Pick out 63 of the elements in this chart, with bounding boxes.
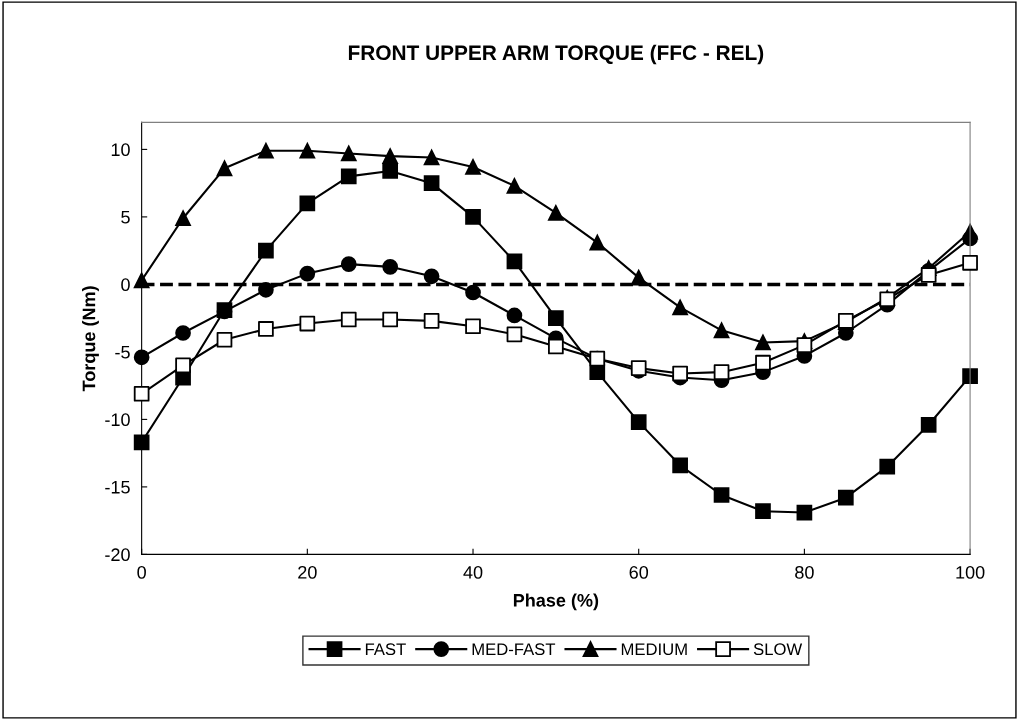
point [548,310,564,326]
y-axis-title: Torque (Nm) [82,286,99,392]
y-tick-label: 5 [121,211,130,224]
chart-title: FRONT UPPER ARM TORQUE (FFC - REL) [348,44,764,65]
point [340,256,357,272]
legend-label: FAST [365,643,406,656]
point [837,489,854,506]
point [258,242,274,259]
point [299,195,316,212]
point [423,268,440,285]
point [175,325,191,341]
point [506,307,523,324]
point [672,457,688,474]
x-tick-label: 100 [956,565,985,579]
point [879,458,896,475]
legend-label: MEDIUM [621,643,687,656]
point [423,149,440,166]
point [672,299,688,316]
x-tick-label: 0 [137,565,146,579]
point [506,178,523,194]
x-axis-title: Phase (%) [513,593,599,611]
point [382,163,399,179]
x-tick-label: 40 [463,565,483,579]
point [382,259,399,275]
point [506,253,523,270]
point [133,349,150,366]
point [423,175,440,191]
point [755,334,771,351]
point [465,159,481,175]
legend-label: MED-FAST [472,643,556,656]
y-tick-label: 10 [111,143,130,157]
x-tick-label: 80 [795,565,814,579]
point [382,148,399,164]
point [796,504,813,521]
point [465,284,481,301]
y-tick-label: 0 [121,278,130,292]
point [713,487,730,503]
point [340,145,357,162]
point [299,142,316,159]
point [755,503,771,520]
point [630,414,647,430]
point [216,160,233,177]
x-tick-label: 20 [298,565,317,579]
x-tick-label: 60 [629,565,649,579]
point [175,210,191,227]
point [962,368,978,385]
legend-label: SLOW [753,643,803,656]
point [920,416,937,433]
point [258,281,274,298]
y-tick-label: -5 [115,346,130,359]
point [713,322,730,339]
y-tick-label: -10 [105,413,130,427]
point [258,142,274,159]
point [589,364,606,380]
point [465,209,481,225]
point [630,269,647,286]
point [589,234,606,251]
point [548,205,564,221]
point [340,168,357,185]
point [133,272,150,289]
y-tick-label: -20 [105,548,130,562]
point [299,265,316,282]
y-tick-label: -15 [105,481,130,494]
